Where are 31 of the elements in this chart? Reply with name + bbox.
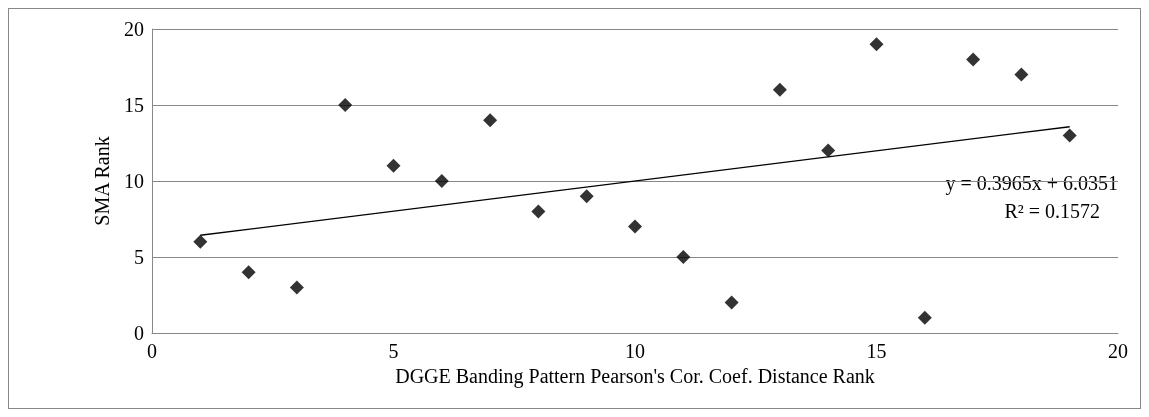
annotation: R² = 0.1572 xyxy=(1004,200,1101,222)
x-tick-label: 20 xyxy=(1108,340,1128,362)
point xyxy=(386,158,401,173)
point xyxy=(917,310,932,325)
point xyxy=(724,295,739,310)
y-tick-label: 0 xyxy=(134,322,144,344)
point xyxy=(579,189,594,204)
y-tick-label: 10 xyxy=(124,170,144,192)
x-tick-label: 5 xyxy=(388,340,399,362)
point xyxy=(434,174,449,188)
point xyxy=(193,234,208,249)
point xyxy=(869,37,884,52)
y-tick-label: 20 xyxy=(124,18,144,40)
point xyxy=(1014,67,1029,82)
point xyxy=(772,82,787,97)
y-axis-title: SMA Rank xyxy=(91,136,113,226)
point xyxy=(531,204,546,219)
point xyxy=(676,250,691,264)
x-tick-label: 10 xyxy=(625,340,645,362)
y-tick-label: 15 xyxy=(124,94,144,116)
point xyxy=(821,143,836,158)
point xyxy=(338,98,353,112)
point xyxy=(1062,128,1077,143)
point xyxy=(628,219,642,234)
point xyxy=(241,265,256,280)
x-tick-label: 15 xyxy=(866,340,887,362)
point xyxy=(483,113,498,128)
point xyxy=(289,280,304,295)
y-tick-label: 5 xyxy=(134,246,144,268)
x-axis-title: DGGE Banding Pattern Pearson's Cor. Coef. Distance Rank xyxy=(395,364,875,388)
point xyxy=(966,52,981,67)
